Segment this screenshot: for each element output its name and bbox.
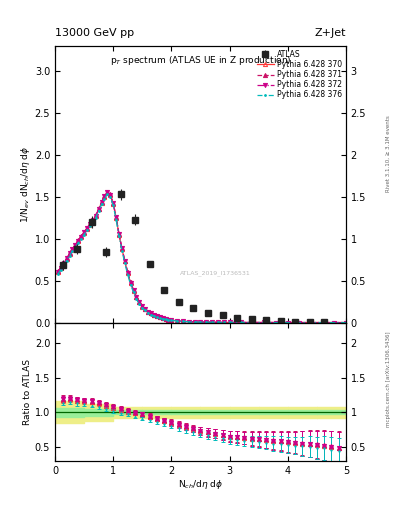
Line: Pythia 6.428 370: Pythia 6.428 370 — [56, 190, 348, 325]
Pythia 6.428 376 — [114, 217, 118, 223]
Pythia 6.428 372 — [108, 191, 113, 198]
Pythia 6.428 370 — [332, 319, 336, 326]
Pythia 6.428 371 — [332, 319, 336, 326]
Pythia 6.428 370 — [343, 319, 348, 326]
X-axis label: N$_{ch}$/d$\eta$ d$\phi$: N$_{ch}$/d$\eta$ d$\phi$ — [178, 478, 223, 492]
Pythia 6.428 370 — [84, 226, 89, 232]
Text: Z+Jet: Z+Jet — [314, 28, 346, 38]
Pythia 6.428 371 — [108, 191, 113, 198]
Pythia 6.428 371 — [55, 268, 60, 274]
Pythia 6.428 376 — [343, 319, 348, 326]
Pythia 6.428 371 — [84, 225, 89, 231]
Y-axis label: 1/N$_{ev}$ dN$_{ch}$/d$\eta$ d$\phi$: 1/N$_{ev}$ dN$_{ch}$/d$\eta$ d$\phi$ — [19, 146, 32, 223]
Pythia 6.428 370 — [105, 189, 110, 196]
Pythia 6.428 372 — [84, 225, 89, 231]
Text: Rivet 3.1.10, ≥ 3.1M events: Rivet 3.1.10, ≥ 3.1M events — [386, 115, 391, 192]
Pythia 6.428 372 — [117, 231, 121, 237]
Pythia 6.428 370 — [114, 215, 118, 221]
Pythia 6.428 371 — [166, 316, 171, 323]
Pythia 6.428 376 — [105, 191, 110, 198]
Pythia 6.428 376 — [99, 201, 104, 207]
Pythia 6.428 372 — [343, 319, 348, 326]
Pythia 6.428 372 — [55, 269, 60, 275]
Pythia 6.428 370 — [55, 269, 60, 275]
Pythia 6.428 371 — [343, 319, 348, 326]
Pythia 6.428 372 — [332, 319, 336, 326]
Pythia 6.428 372 — [99, 199, 104, 205]
Pythia 6.428 376 — [108, 194, 113, 200]
Text: 13000 GeV pp: 13000 GeV pp — [55, 28, 134, 38]
Pythia 6.428 370 — [117, 231, 121, 238]
Pythia 6.428 372 — [166, 316, 171, 323]
Line: Pythia 6.428 371: Pythia 6.428 371 — [56, 190, 348, 325]
Legend: ATLAS, Pythia 6.428 370, Pythia 6.428 371, Pythia 6.428 372, Pythia 6.428 376: ATLAS, Pythia 6.428 370, Pythia 6.428 37… — [255, 48, 343, 101]
Y-axis label: Ratio to ATLAS: Ratio to ATLAS — [23, 359, 32, 424]
Pythia 6.428 371 — [99, 199, 104, 205]
Pythia 6.428 370 — [99, 200, 104, 206]
Line: Pythia 6.428 372: Pythia 6.428 372 — [56, 190, 348, 325]
Pythia 6.428 371 — [105, 189, 110, 195]
Pythia 6.428 371 — [114, 214, 118, 220]
Text: p$_T$ spectrum (ATLAS UE in Z production): p$_T$ spectrum (ATLAS UE in Z production… — [110, 54, 291, 68]
Text: ATLAS_2019_I1736531: ATLAS_2019_I1736531 — [180, 270, 250, 275]
Pythia 6.428 371 — [117, 231, 121, 237]
Pythia 6.428 370 — [166, 316, 171, 323]
Pythia 6.428 376 — [166, 317, 171, 323]
Pythia 6.428 376 — [117, 233, 121, 239]
Text: mcplots.cern.ch [arXiv:1306.3436]: mcplots.cern.ch [arXiv:1306.3436] — [386, 331, 391, 426]
Line: Pythia 6.428 376: Pythia 6.428 376 — [57, 193, 347, 324]
Pythia 6.428 376 — [84, 227, 89, 233]
Pythia 6.428 372 — [105, 189, 110, 196]
Pythia 6.428 376 — [55, 271, 60, 277]
Pythia 6.428 372 — [114, 215, 118, 221]
Pythia 6.428 370 — [108, 192, 113, 198]
